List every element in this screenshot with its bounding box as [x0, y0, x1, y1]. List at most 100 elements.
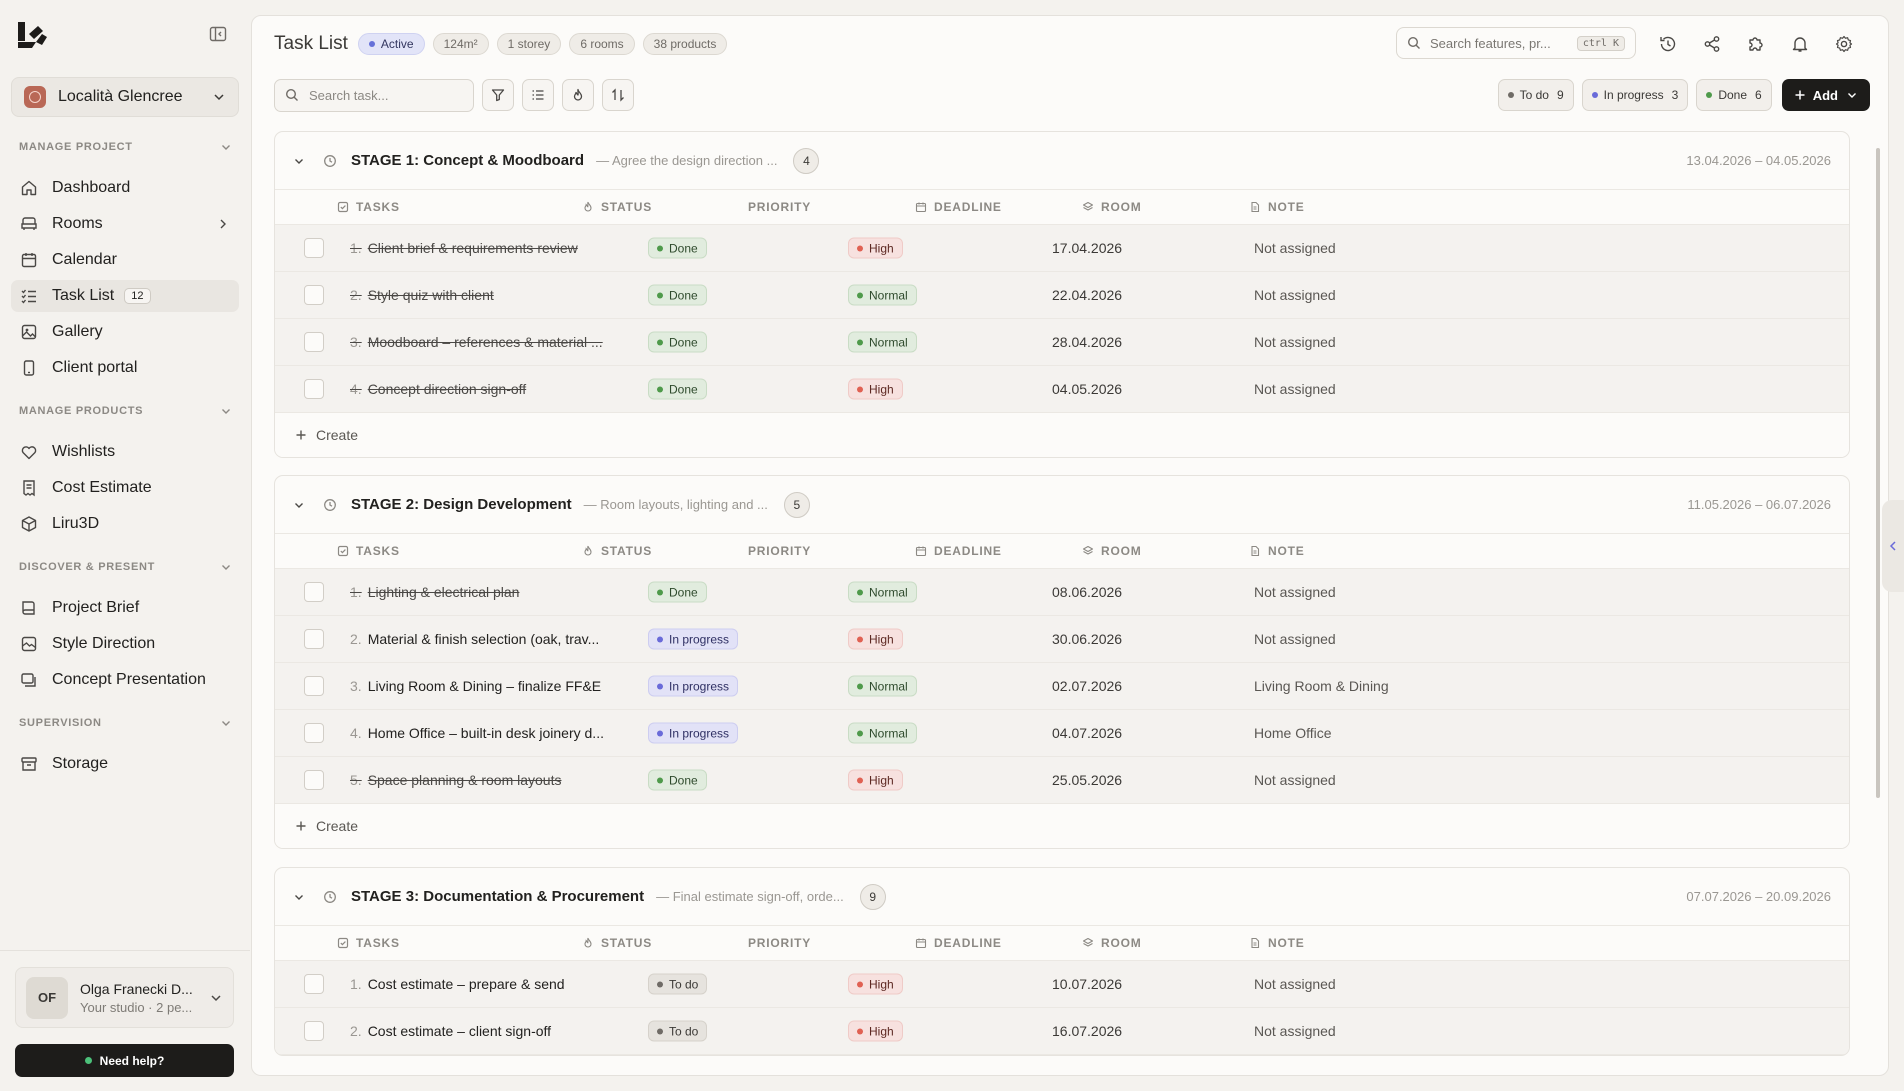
- task-room[interactable]: Not assigned: [1254, 772, 1336, 788]
- task-deadline[interactable]: 28.04.2026: [1052, 334, 1123, 350]
- sidebar-item-style-direction[interactable]: Style Direction: [11, 628, 239, 660]
- in-progress-filter[interactable]: In progress 3: [1581, 79, 1689, 111]
- table-row[interactable]: 1. Lighting & electrical plan Done Normal 08…: [275, 569, 1849, 616]
- task-room[interactable]: Not assigned: [1254, 976, 1336, 992]
- status-badge[interactable]: Done: [648, 581, 707, 603]
- global-search-input[interactable]: Search features, pr... ctrl K: [1396, 27, 1636, 59]
- table-row[interactable]: 1. Cost estimate – prepare & send To do Hig…: [275, 961, 1849, 1008]
- task-name[interactable]: 1. Lighting & electrical plan: [350, 584, 519, 600]
- column-priority-header[interactable]: PRIORITY: [748, 936, 811, 950]
- sidebar-item-task-list[interactable]: Task List 12: [11, 280, 239, 312]
- status-badge[interactable]: To do: [648, 1020, 708, 1042]
- sidebar-item-gallery[interactable]: Gallery: [11, 316, 239, 348]
- priority-badge[interactable]: High: [848, 237, 903, 259]
- task-name[interactable]: 4. Concept direction sign-off: [350, 381, 526, 397]
- priority-badge[interactable]: Normal: [848, 331, 917, 353]
- task-deadline[interactable]: 10.07.2026: [1052, 976, 1123, 992]
- expand-panel-handle[interactable]: [1882, 500, 1904, 592]
- task-room[interactable]: Not assigned: [1254, 240, 1336, 256]
- task-name[interactable]: 4. Home Office – built-in desk joinery d.…: [350, 725, 604, 741]
- column-room-header[interactable]: ROOM: [1082, 200, 1142, 214]
- priority-badge[interactable]: Normal: [848, 675, 917, 697]
- sidebar-item-client-portal[interactable]: Client portal: [11, 352, 239, 384]
- table-row[interactable]: 1. Client brief & requirements review Done…: [275, 225, 1849, 272]
- column-priority-header[interactable]: PRIORITY: [748, 544, 811, 558]
- status-badge[interactable]: Done: [648, 378, 707, 400]
- column-tasks-header[interactable]: TASKS: [337, 544, 400, 558]
- status-badge[interactable]: Done: [648, 769, 707, 791]
- task-deadline[interactable]: 16.07.2026: [1052, 1023, 1123, 1039]
- task-room[interactable]: Not assigned: [1254, 287, 1336, 303]
- task-room[interactable]: Living Room & Dining: [1254, 678, 1389, 694]
- scrollbar[interactable]: [1876, 148, 1880, 798]
- table-row[interactable]: 4. Concept direction sign-off Done High 04.0…: [275, 366, 1849, 413]
- task-name[interactable]: 3. Living Room & Dining – finalize FF&E: [350, 678, 601, 694]
- project-selector[interactable]: Località Glencree: [11, 77, 239, 117]
- column-deadline-header[interactable]: DEADLINE: [915, 544, 1002, 558]
- status-badge[interactable]: In progress: [648, 628, 739, 650]
- task-name[interactable]: 5. Space planning & room layouts: [350, 772, 561, 788]
- column-tasks-header[interactable]: TASKS: [337, 200, 400, 214]
- chevron-down-icon[interactable]: [293, 891, 305, 903]
- todo-filter[interactable]: To do 9: [1497, 79, 1574, 111]
- user-account-menu[interactable]: OF Olga Franecki D... Your studio · 2 pe…: [15, 967, 234, 1028]
- task-checkbox[interactable]: [304, 974, 324, 994]
- column-note-header[interactable]: NOTE: [1249, 544, 1305, 558]
- priority-badge[interactable]: High: [848, 378, 903, 400]
- sidebar-item-storage[interactable]: Storage: [11, 748, 239, 780]
- priority-badge[interactable]: High: [848, 628, 903, 650]
- priority-badge[interactable]: High: [848, 973, 903, 995]
- add-button[interactable]: Add: [1781, 79, 1870, 111]
- task-checkbox[interactable]: [304, 676, 324, 696]
- table-row[interactable]: 2. Material & finish selection (oak, trav…: [275, 616, 1849, 663]
- task-deadline[interactable]: 04.05.2026: [1052, 381, 1123, 397]
- sidebar-item-project-brief[interactable]: Project Brief: [11, 592, 239, 624]
- section-manage-products[interactable]: MANAGE PRODUCTS: [19, 405, 232, 417]
- sidebar-item-cost-estimate[interactable]: Cost Estimate: [11, 472, 239, 504]
- task-deadline[interactable]: 08.06.2026: [1052, 584, 1123, 600]
- table-row[interactable]: 2. Cost estimate – client sign-off To do Hi…: [275, 1008, 1849, 1055]
- gear-icon[interactable]: [1834, 34, 1854, 54]
- task-checkbox[interactable]: [304, 1021, 324, 1041]
- task-search-input[interactable]: Search task...: [274, 78, 474, 112]
- puzzle-icon[interactable]: [1746, 34, 1766, 54]
- task-checkbox[interactable]: [304, 770, 324, 790]
- sort-button[interactable]: [602, 79, 634, 111]
- task-checkbox[interactable]: [304, 238, 324, 258]
- task-room[interactable]: Home Office: [1254, 725, 1332, 741]
- history-icon[interactable]: [1658, 34, 1678, 54]
- table-row[interactable]: 3. Living Room & Dining – finalize FF&E In…: [275, 663, 1849, 710]
- sidebar-item-dashboard[interactable]: Dashboard: [11, 172, 239, 204]
- column-note-header[interactable]: NOTE: [1249, 200, 1305, 214]
- task-deadline[interactable]: 30.06.2026: [1052, 631, 1123, 647]
- column-status-header[interactable]: STATUS: [582, 936, 652, 950]
- task-checkbox[interactable]: [304, 285, 324, 305]
- chevron-down-icon[interactable]: [293, 155, 305, 167]
- stage-header[interactable]: STAGE 1: Concept & Moodboard — Agree the …: [275, 132, 1849, 190]
- priority-badge[interactable]: Normal: [848, 581, 917, 603]
- sidebar-item-wishlists[interactable]: Wishlists: [11, 436, 239, 468]
- list-view-button[interactable]: [522, 79, 554, 111]
- priority-badge[interactable]: High: [848, 1020, 903, 1042]
- column-room-header[interactable]: ROOM: [1082, 544, 1142, 558]
- column-status-header[interactable]: STATUS: [582, 544, 652, 558]
- filter-button[interactable]: [482, 79, 514, 111]
- sidebar-item-calendar[interactable]: Calendar: [11, 244, 239, 276]
- task-checkbox[interactable]: [304, 723, 324, 743]
- task-name[interactable]: 3. Moodboard – references & material ...: [350, 334, 603, 350]
- task-room[interactable]: Not assigned: [1254, 334, 1336, 350]
- task-name[interactable]: 2. Cost estimate – client sign-off: [350, 1023, 551, 1039]
- task-deadline[interactable]: 04.07.2026: [1052, 725, 1123, 741]
- table-row[interactable]: 2. Style quiz with client Done Normal 22.04.…: [275, 272, 1849, 319]
- status-badge[interactable]: To do: [648, 973, 708, 995]
- task-room[interactable]: Not assigned: [1254, 631, 1336, 647]
- bell-icon[interactable]: [1790, 34, 1810, 54]
- task-deadline[interactable]: 25.05.2026: [1052, 772, 1123, 788]
- column-room-header[interactable]: ROOM: [1082, 936, 1142, 950]
- status-badge[interactable]: Done: [648, 237, 707, 259]
- status-badge[interactable]: In progress: [648, 675, 739, 697]
- table-row[interactable]: 5. Space planning & room layouts Done High 2…: [275, 757, 1849, 804]
- sidebar-item-liru3d[interactable]: Liru3D: [11, 508, 239, 540]
- column-status-header[interactable]: STATUS: [582, 200, 652, 214]
- stage-header[interactable]: STAGE 3: Documentation & Procurement — Fi…: [275, 868, 1849, 926]
